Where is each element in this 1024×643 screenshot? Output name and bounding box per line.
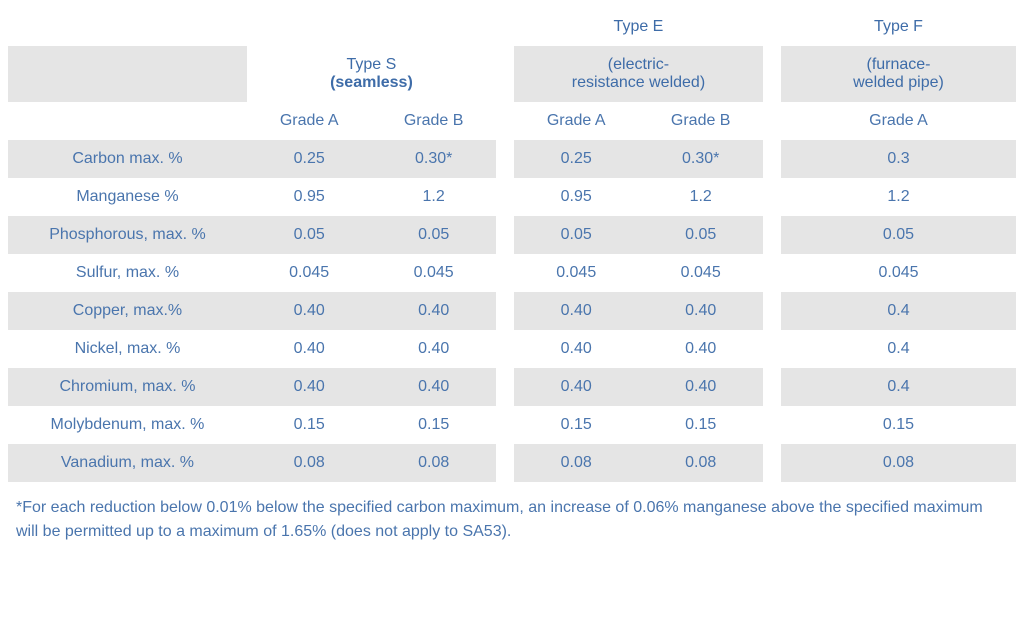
cell: 0.15: [371, 406, 495, 444]
row-label: Vanadium, max. %: [8, 444, 247, 482]
cell: 0.05: [371, 216, 495, 254]
cell: 0.40: [638, 292, 762, 330]
type-f-title: Type F: [781, 8, 1016, 46]
table-row: Vanadium, max. %0.080.080.080.080.08: [8, 444, 1016, 482]
cell: 0.08: [781, 444, 1016, 482]
table-row: Manganese %0.951.20.951.21.2: [8, 178, 1016, 216]
type-s-title: Type S: [255, 56, 488, 74]
row-label: Phosphorous, max. %: [8, 216, 247, 254]
row-label: Copper, max.%: [8, 292, 247, 330]
cell: 0.40: [514, 292, 638, 330]
cell: 0.40: [247, 330, 371, 368]
row-label: Sulfur, max. %: [8, 254, 247, 292]
grade-header: Grade B: [638, 102, 762, 140]
cell: 0.15: [247, 406, 371, 444]
table-row: Molybdenum, max. %0.150.150.150.150.15: [8, 406, 1016, 444]
cell: 1.2: [638, 178, 762, 216]
table-row: Nickel, max. %0.400.400.400.400.4: [8, 330, 1016, 368]
type-f-sub: (furnace- welded pipe): [781, 46, 1016, 102]
cell: 0.045: [514, 254, 638, 292]
cell: 0.3: [781, 140, 1016, 178]
cell: 0.05: [514, 216, 638, 254]
grade-header: Grade A: [247, 102, 371, 140]
row-label: Chromium, max. %: [8, 368, 247, 406]
cell: 0.045: [371, 254, 495, 292]
cell: 0.30*: [638, 140, 762, 178]
cell: 0.05: [638, 216, 762, 254]
type-e-title: Type E: [514, 8, 763, 46]
cell: 0.15: [638, 406, 762, 444]
row-label: Molybdenum, max. %: [8, 406, 247, 444]
cell: 0.25: [247, 140, 371, 178]
row-label: Carbon max. %: [8, 140, 247, 178]
cell: 0.95: [247, 178, 371, 216]
row-label: Nickel, max. %: [8, 330, 247, 368]
table-row: Phosphorous, max. %0.050.050.050.050.05: [8, 216, 1016, 254]
table-row: Carbon max. %0.250.30*0.250.30*0.3: [8, 140, 1016, 178]
table-footnote: *For each reduction below 0.01% below th…: [8, 482, 1016, 552]
table-row: Chromium, max. %0.400.400.400.400.4: [8, 368, 1016, 406]
cell: 0.40: [514, 368, 638, 406]
grade-header: Grade A: [781, 102, 1016, 140]
table-row: Sulfur, max. %0.0450.0450.0450.0450.045: [8, 254, 1016, 292]
cell: 0.15: [781, 406, 1016, 444]
cell: 0.15: [514, 406, 638, 444]
cell: 0.045: [247, 254, 371, 292]
cell: 0.40: [638, 330, 762, 368]
cell: 0.05: [247, 216, 371, 254]
cell: 0.95: [514, 178, 638, 216]
composition-table: Type S (seamless) Type E Type F (electri…: [8, 8, 1016, 552]
type-s-sub: (seamless): [255, 74, 488, 92]
cell: 0.4: [781, 292, 1016, 330]
cell: 0.08: [247, 444, 371, 482]
cell: 1.2: [371, 178, 495, 216]
cell: 0.40: [371, 368, 495, 406]
cell: 0.25: [514, 140, 638, 178]
cell: 0.30*: [371, 140, 495, 178]
cell: 0.08: [514, 444, 638, 482]
type-e-sub: (electric- resistance welded): [514, 46, 763, 102]
cell: 0.40: [371, 292, 495, 330]
cell: 0.05: [781, 216, 1016, 254]
cell: 0.4: [781, 368, 1016, 406]
cell: 0.045: [781, 254, 1016, 292]
grade-header: Grade B: [371, 102, 495, 140]
cell: 0.40: [514, 330, 638, 368]
cell: 0.08: [638, 444, 762, 482]
grade-header: Grade A: [514, 102, 638, 140]
cell: 0.4: [781, 330, 1016, 368]
cell: 0.40: [247, 292, 371, 330]
cell: 1.2: [781, 178, 1016, 216]
cell: 0.40: [247, 368, 371, 406]
cell: 0.40: [638, 368, 762, 406]
row-label: Manganese %: [8, 178, 247, 216]
cell: 0.08: [371, 444, 495, 482]
cell: 0.40: [371, 330, 495, 368]
cell: 0.045: [638, 254, 762, 292]
table-row: Copper, max.%0.400.400.400.400.4: [8, 292, 1016, 330]
